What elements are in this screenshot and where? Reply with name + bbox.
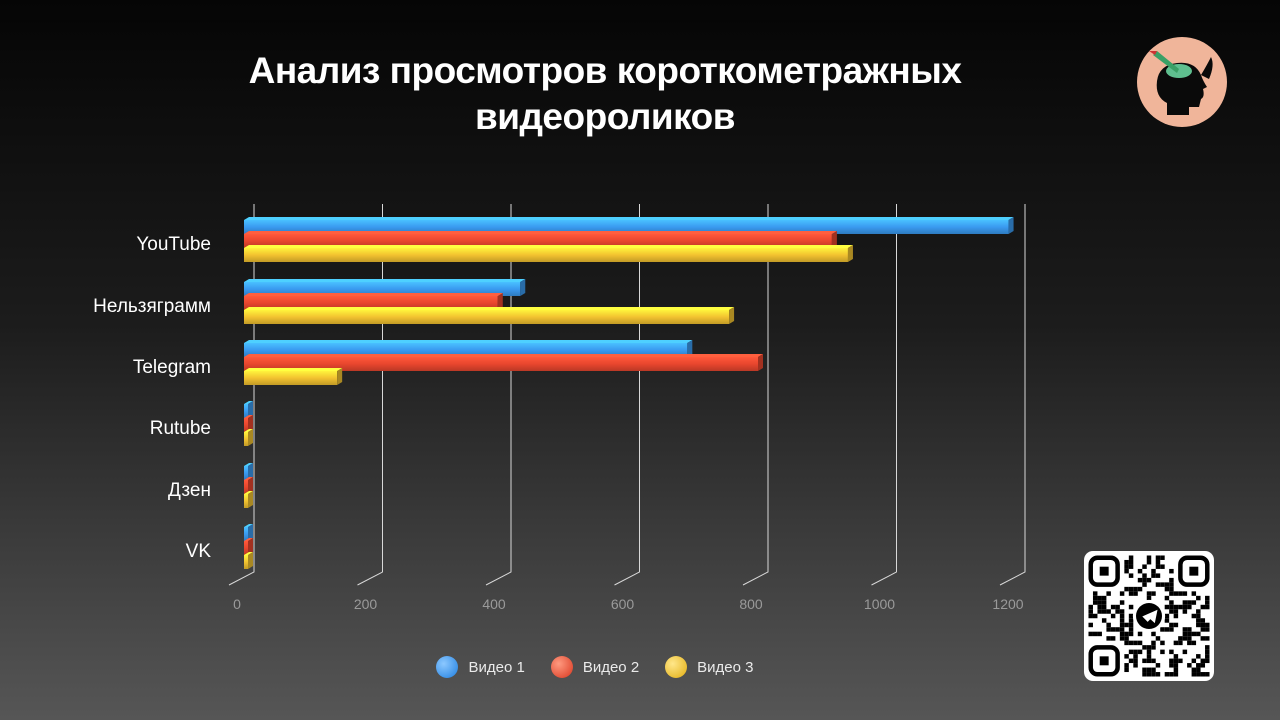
grid-line-400 — [485, 204, 512, 586]
bar-3-1 — [244, 415, 253, 432]
title-line-2: видеороликов — [474, 96, 736, 137]
x-tick-800: 800 — [739, 596, 763, 612]
x-tick-1200: 1200 — [992, 596, 1023, 612]
x-tick-labels: 0 200 400 600 800 1000 1200 — [233, 596, 1024, 612]
bar-1-1 — [244, 293, 503, 310]
grid-line-800 — [742, 204, 769, 586]
chart-title: Анализ просмотров короткометражных видео… — [0, 48, 1210, 140]
bar-5-1 — [244, 538, 253, 555]
legend-label-2: Видео 2 — [582, 658, 640, 676]
bar-5-2 — [244, 552, 253, 569]
grid-line-0 — [228, 204, 255, 586]
grid-line-1000 — [871, 204, 897, 586]
legend-item-2: Видео 2 — [550, 656, 640, 678]
category-label-0: YouTube — [136, 234, 211, 255]
head-with-pen-logo-icon — [1137, 37, 1227, 127]
legend-label-3: Видео 3 — [697, 658, 754, 676]
grid-line-600 — [614, 204, 640, 586]
bar-4-2 — [244, 491, 253, 508]
x-tick-0: 0 — [233, 596, 241, 612]
bar-5-0 — [244, 524, 253, 541]
category-label-1: Нельзяграмм — [93, 296, 211, 317]
x-tick-200: 200 — [354, 596, 378, 612]
x-tick-600: 600 — [611, 596, 635, 612]
legend-dot-1 — [436, 656, 459, 678]
bar-0-1 — [244, 231, 837, 248]
bar-3-0 — [244, 401, 253, 418]
legend-dot-3 — [665, 656, 688, 678]
bar-0-0 — [244, 217, 1014, 234]
legend-label-1: Видео 1 — [468, 658, 525, 676]
grid-line-200 — [357, 204, 383, 586]
grid-line-1200 — [999, 204, 1026, 586]
title-line-1: Анализ просмотров короткометражных — [248, 50, 962, 91]
bars — [244, 217, 1014, 569]
category-labels: YouTube Нельзяграмм Telegram Rutube Дзен VK — [93, 234, 211, 562]
bar-1-2 — [244, 307, 735, 324]
bar-1-0 — [244, 279, 526, 296]
legend: Видео 1 Видео 2 Видео 3 — [0, 656, 1190, 678]
bar-3-2 — [244, 429, 253, 446]
category-label-4: Дзен — [168, 480, 211, 501]
category-label-2: Telegram — [133, 357, 211, 378]
legend-item-3: Видео 3 — [665, 656, 754, 678]
category-label-3: Rutube — [150, 418, 211, 439]
x-tick-400: 400 — [482, 596, 506, 612]
bar-2-0 — [244, 340, 693, 357]
legend-dot-2 — [550, 656, 573, 678]
legend-item-1: Видео 1 — [436, 656, 525, 678]
x-tick-1000: 1000 — [864, 596, 895, 612]
telegram-qr-code-icon — [1084, 551, 1214, 681]
bar-4-0 — [244, 463, 253, 480]
bar-2-2 — [244, 368, 343, 385]
grid-lines — [228, 204, 1026, 586]
bar-2-1 — [244, 354, 763, 371]
category-label-5: VK — [186, 541, 212, 562]
bar-4-1 — [244, 477, 253, 494]
bar-0-2 — [244, 245, 853, 262]
